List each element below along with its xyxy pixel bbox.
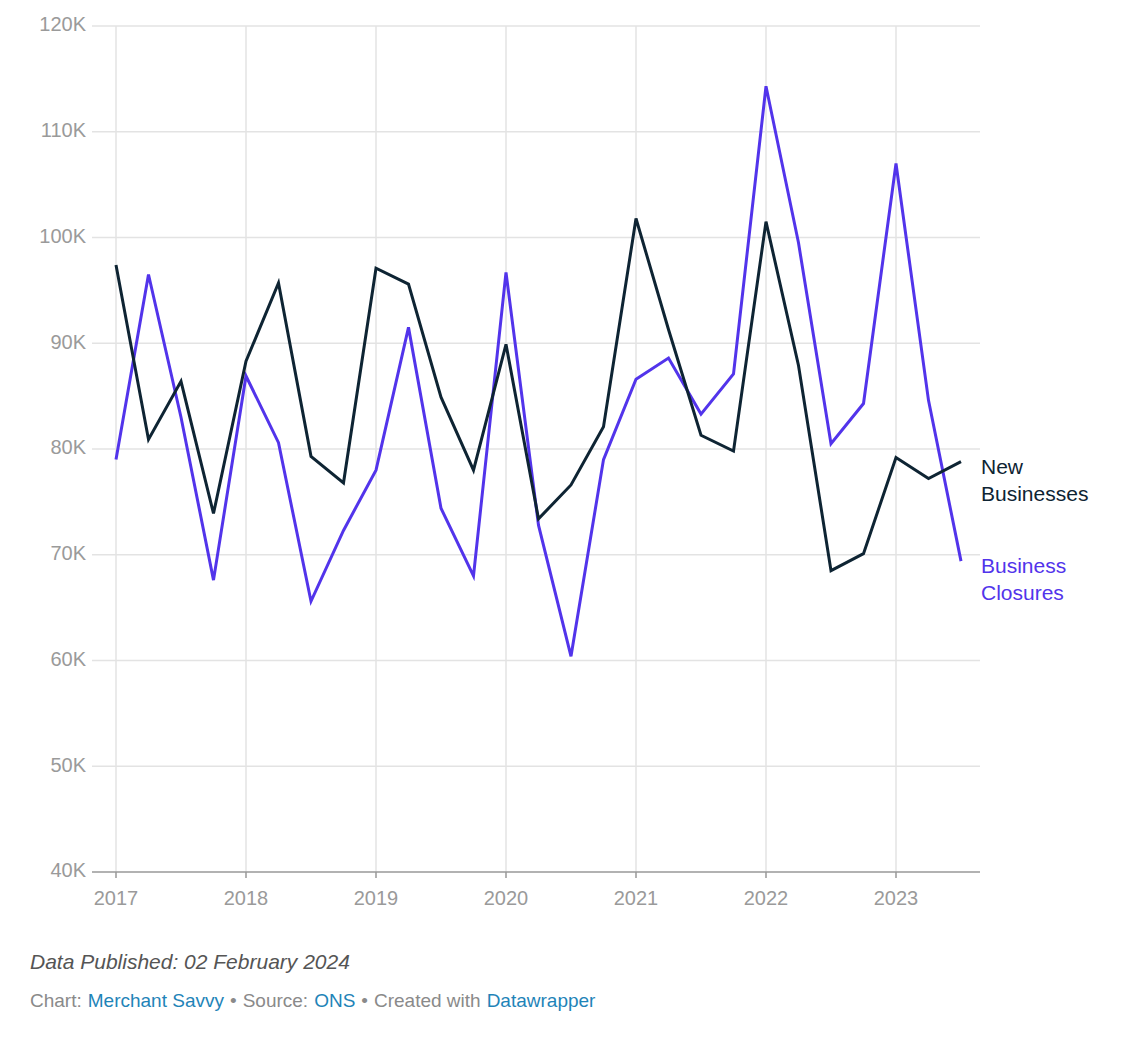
x-tick: [895, 872, 897, 878]
y-tick-label: 90K: [50, 331, 86, 353]
x-axis-line: [92, 871, 980, 873]
x-tick-label: 2023: [874, 887, 919, 909]
series-line: [116, 218, 961, 570]
y-tick-label: 60K: [50, 648, 86, 670]
credits: Chart: Merchant Savvy • Source: ONS • Created …: [30, 990, 601, 1012]
y-tick-label: 40K: [50, 859, 86, 881]
y-tick-label: 50K: [50, 754, 86, 776]
y-tick-label: 120K: [39, 13, 86, 35]
x-tick-label: 2017: [94, 887, 139, 909]
x-tick-label: 2021: [614, 887, 659, 909]
credit-link[interactable]: ONS: [314, 990, 355, 1011]
series-line: [116, 86, 961, 656]
series-label: BusinessClosures: [981, 554, 1066, 604]
credit-link[interactable]: Datawrapper: [487, 990, 596, 1011]
y-grid-line: [92, 448, 980, 450]
plot-area: [116, 86, 961, 656]
y-grid-line: [92, 766, 980, 768]
x-tick-label: 2022: [744, 887, 789, 909]
x-tick: [635, 872, 637, 878]
x-tick-label: 2019: [354, 887, 399, 909]
y-tick-label: 80K: [50, 436, 86, 458]
y-grid-line: [92, 343, 980, 345]
credit-label: Chart:: [30, 990, 82, 1011]
y-tick-label: 70K: [50, 542, 86, 564]
x-tick: [375, 872, 377, 878]
credit-separator: •: [230, 990, 237, 1011]
credit-label: Source:: [243, 990, 308, 1011]
y-grid-line: [92, 237, 980, 239]
caption: Data Published: 02 February 2024: [30, 950, 350, 974]
x-tick-label: 2020: [484, 887, 529, 909]
x-tick-label: 2018: [224, 887, 269, 909]
x-tick: [115, 872, 117, 878]
y-grid-line: [92, 660, 980, 662]
y-grid-line: [92, 131, 980, 133]
credit-link[interactable]: Merchant Savvy: [88, 990, 224, 1011]
y-tick-label: 100K: [39, 225, 86, 247]
credit-separator: •: [361, 990, 368, 1011]
x-tick: [765, 872, 767, 878]
y-tick-label: 110K: [41, 119, 87, 141]
x-tick: [505, 872, 507, 878]
series-label: NewBusinesses: [981, 455, 1088, 505]
y-grid-line: [92, 554, 980, 556]
credit-label: Created with: [374, 990, 481, 1011]
x-tick: [245, 872, 247, 878]
y-grid-line: [92, 25, 980, 27]
